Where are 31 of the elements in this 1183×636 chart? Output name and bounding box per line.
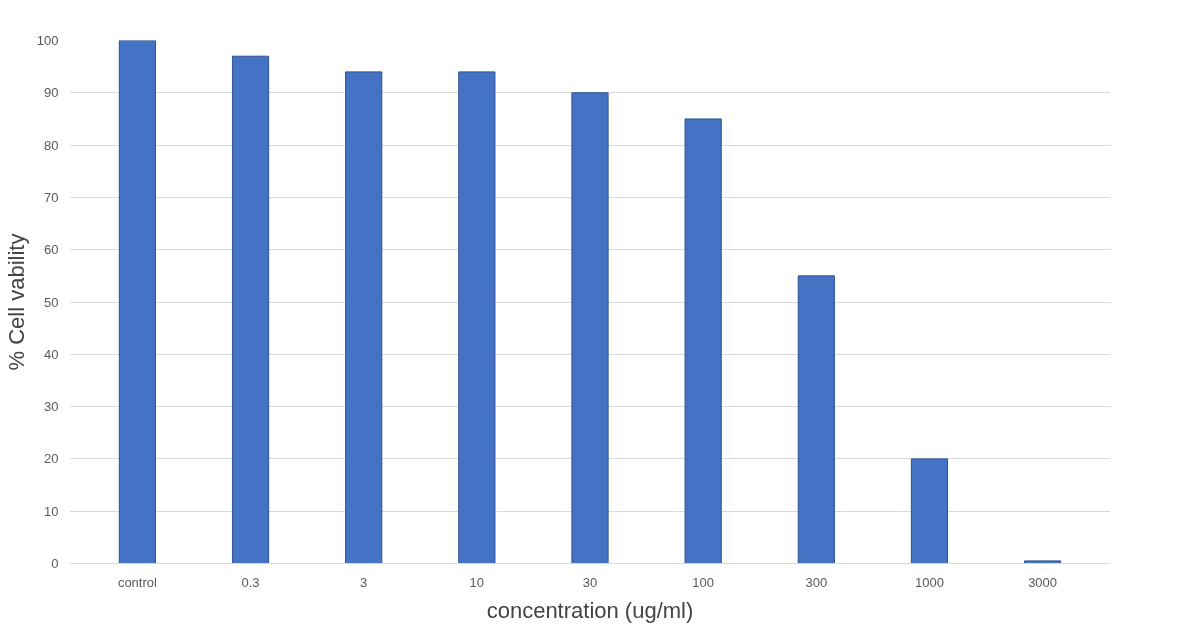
bar — [684, 118, 722, 564]
x-tick-label: 100 — [692, 574, 715, 590]
y-tick-label: 30 — [44, 399, 59, 415]
y-tick-label: 100 — [36, 33, 59, 48]
y-tick-label: 70 — [44, 189, 59, 205]
bar — [1024, 560, 1062, 564]
bar — [797, 275, 835, 564]
y-tick-label: 10 — [44, 503, 59, 519]
x-tick-label: 300 — [805, 574, 828, 590]
x-tick-label: 3 — [360, 574, 368, 590]
x-axis-title: concentration (ug/ml) — [486, 597, 694, 623]
y-tick-label: 40 — [44, 346, 59, 362]
bar — [231, 55, 270, 564]
x-tick-label: 30 — [582, 574, 598, 590]
y-tick-label: 80 — [44, 137, 59, 153]
x-tick-label: 1000 — [915, 574, 944, 590]
bar — [118, 40, 156, 564]
x-tick-label: 0.3 — [241, 574, 260, 590]
bar — [458, 71, 496, 564]
bar — [345, 71, 383, 564]
y-tick-label: 20 — [44, 451, 59, 467]
y-tick-label: 90 — [44, 85, 59, 101]
y-tick-label: 0 — [51, 556, 59, 571]
x-tick-label: 10 — [469, 574, 485, 590]
bar — [571, 92, 609, 564]
x-tick-label: control — [117, 574, 158, 590]
bar — [910, 458, 949, 564]
y-axis-title: % Cell vability — [3, 233, 29, 371]
x-tick-label: 3000 — [1028, 574, 1058, 590]
y-tick-label: 60 — [44, 242, 59, 258]
y-tick-label: 50 — [44, 294, 59, 310]
